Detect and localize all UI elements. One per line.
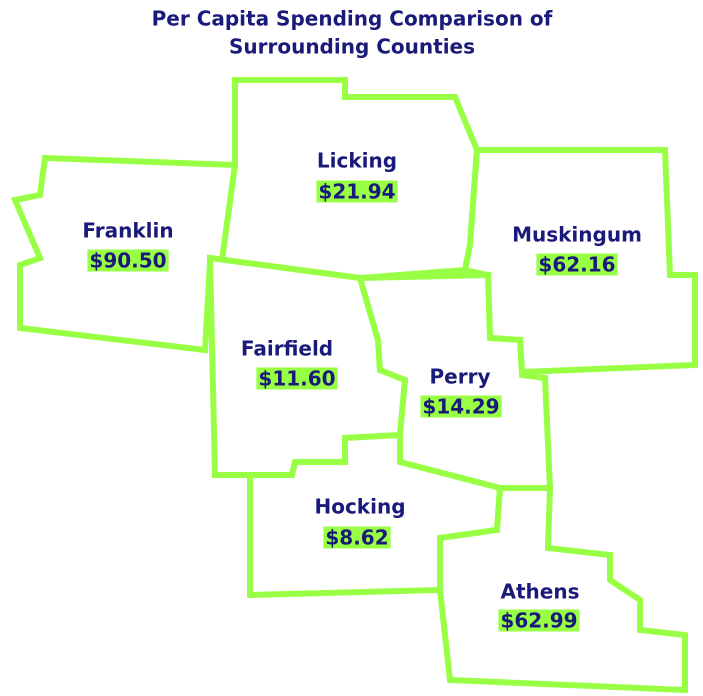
county-name: Perry bbox=[430, 365, 491, 389]
value-highlight bbox=[420, 395, 502, 418]
title-line: Per Capita Spending Comparison of bbox=[152, 7, 553, 31]
value-highlight bbox=[536, 253, 618, 276]
county-spending: $14.29 bbox=[422, 395, 499, 419]
value-highlight bbox=[316, 180, 398, 203]
county-name: Fairfield bbox=[241, 337, 333, 361]
county-spending: $62.16 bbox=[538, 253, 615, 277]
county-spending: $8.62 bbox=[325, 526, 388, 550]
value-highlight bbox=[498, 609, 580, 632]
title-line: Surrounding Counties bbox=[229, 35, 475, 59]
athens-shape bbox=[437, 485, 688, 694]
county-name: Licking bbox=[317, 149, 397, 173]
county-spending: $62.99 bbox=[500, 609, 577, 633]
county-name: Muskingum bbox=[512, 223, 642, 247]
county-spending: $21.94 bbox=[318, 180, 395, 204]
county-name: Hocking bbox=[314, 495, 405, 519]
county-name: Athens bbox=[501, 580, 580, 604]
value-highlight bbox=[323, 526, 391, 549]
county-spending: $90.50 bbox=[89, 249, 166, 273]
value-highlight bbox=[256, 367, 338, 390]
value-highlight bbox=[87, 249, 169, 272]
county-name: Franklin bbox=[82, 219, 173, 243]
county-spending: $11.60 bbox=[258, 367, 335, 391]
